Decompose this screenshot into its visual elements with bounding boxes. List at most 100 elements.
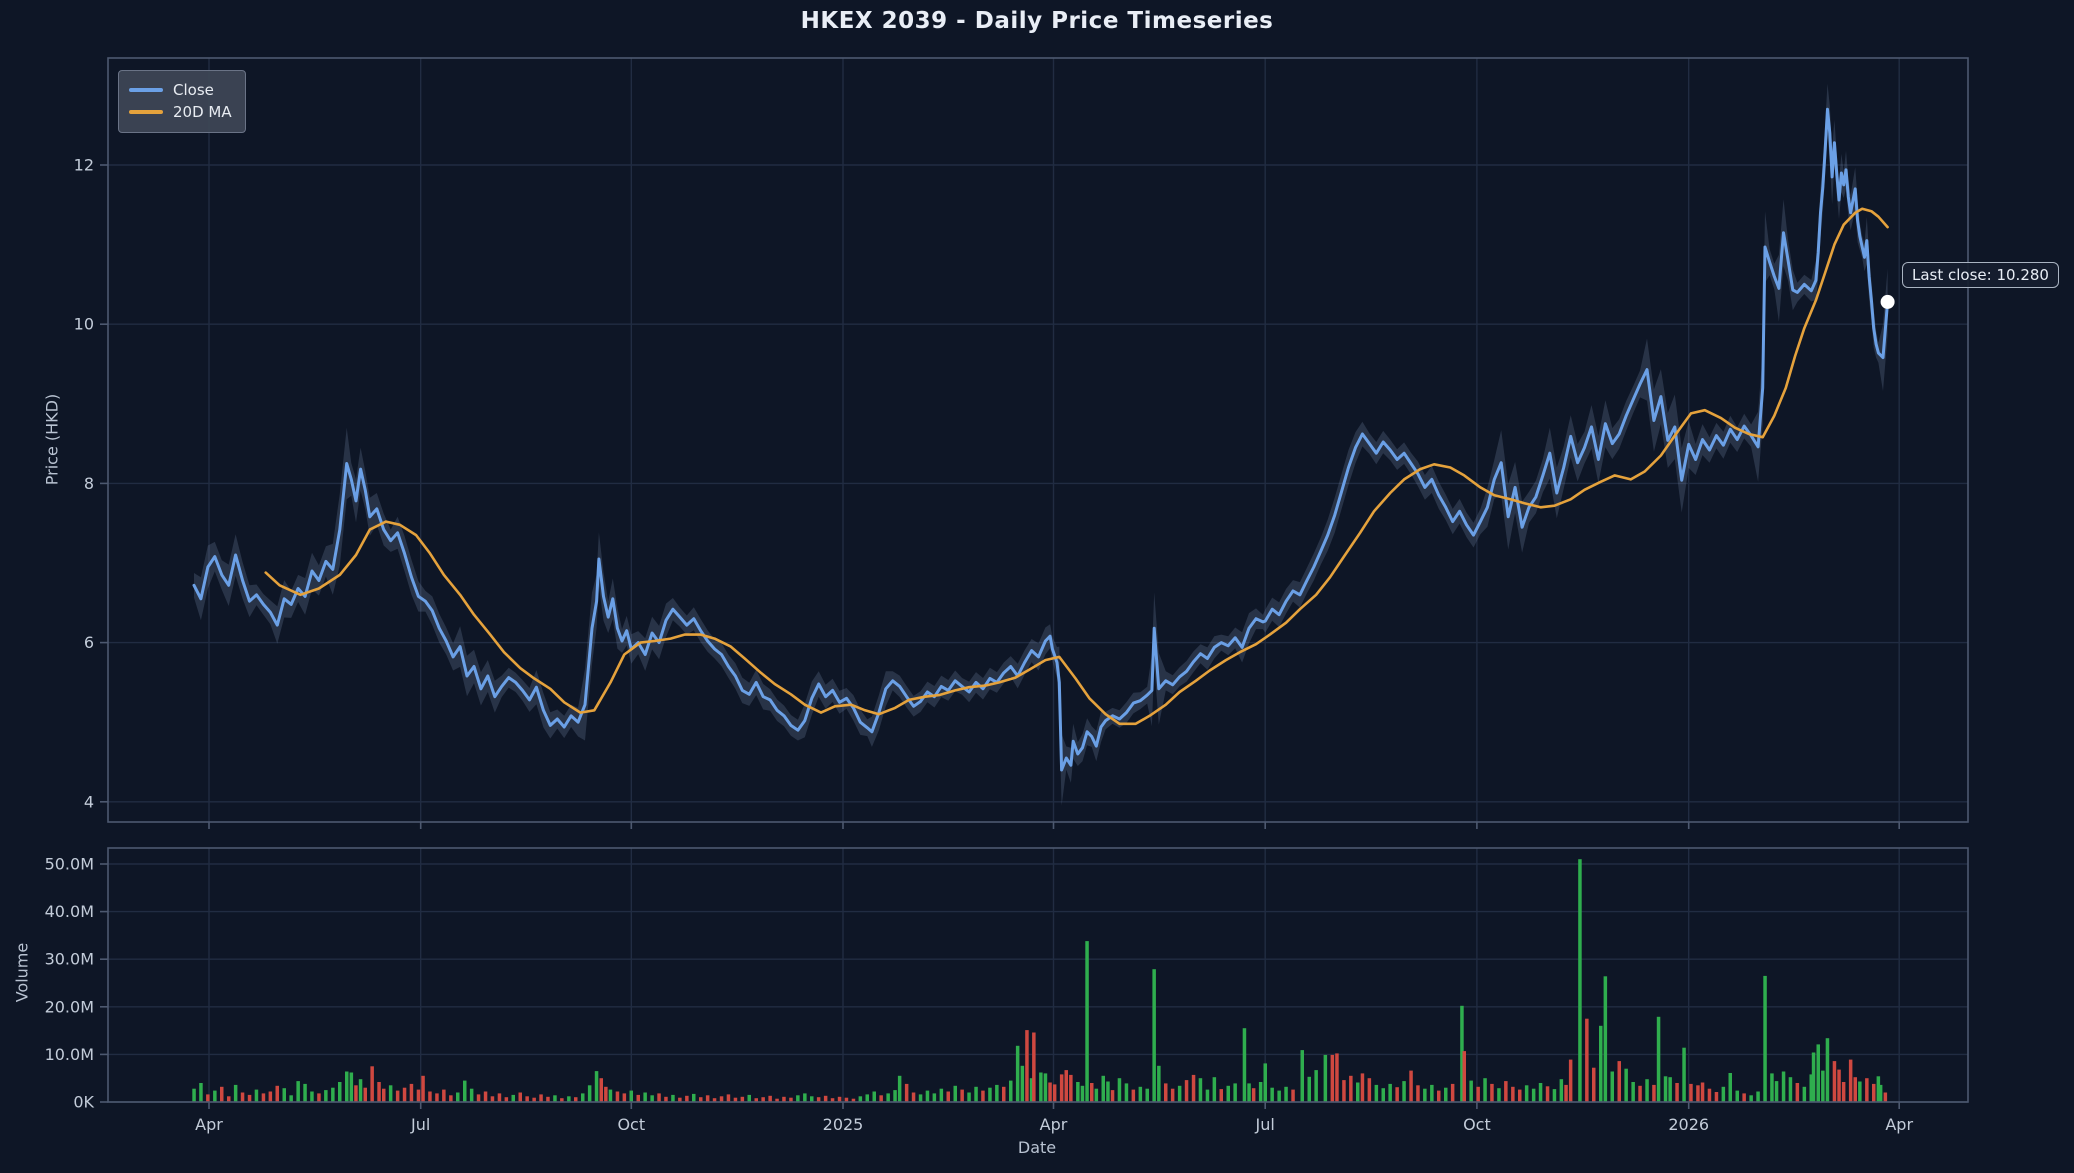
volume-bar	[587, 1085, 592, 1102]
volume-bar	[1117, 1078, 1122, 1102]
volume-bar	[974, 1086, 978, 1102]
volume-bar	[1416, 1085, 1420, 1102]
volume-bar	[289, 1095, 293, 1102]
volume-bar	[967, 1092, 971, 1102]
volume-bar	[1048, 1082, 1052, 1102]
volume-bar	[823, 1095, 828, 1102]
volume-bar	[886, 1093, 890, 1102]
volume-bar	[897, 1075, 902, 1102]
volume-bar	[1069, 1074, 1073, 1102]
volume-bar	[1483, 1078, 1487, 1102]
volume-bar	[310, 1091, 314, 1102]
volume-bar	[622, 1093, 627, 1102]
volume-bar	[699, 1097, 703, 1102]
volume-bar	[858, 1096, 863, 1102]
volume-bar	[789, 1097, 793, 1102]
volume-bar	[1242, 1028, 1247, 1102]
volume-bar	[1624, 1068, 1628, 1102]
volume-bar	[1714, 1092, 1719, 1102]
volume-bar	[553, 1095, 557, 1102]
volume-bar	[608, 1089, 613, 1102]
volume-bar	[402, 1087, 407, 1102]
volume-axis-label: Volume	[12, 942, 32, 1003]
volume-bar	[1157, 1065, 1161, 1102]
volume-bar	[1251, 1088, 1256, 1102]
volume-bar	[303, 1083, 307, 1102]
volume-bar	[1314, 1070, 1318, 1102]
volume-bar	[388, 1085, 393, 1102]
volume-bar	[1599, 1025, 1603, 1102]
volume-bar	[518, 1092, 522, 1102]
volume-bar	[1663, 1076, 1668, 1102]
volume-bar	[657, 1093, 661, 1102]
volume-bar	[705, 1095, 710, 1102]
volume-bar	[421, 1075, 425, 1102]
volume-bar	[1212, 1077, 1217, 1102]
x-tick-label: 2026	[1668, 1115, 1709, 1134]
volume-bar	[599, 1078, 603, 1102]
volume-bar	[1841, 1082, 1846, 1102]
volume-bar	[1462, 1051, 1466, 1102]
volume-bar	[733, 1097, 738, 1102]
volume-bar	[1450, 1083, 1455, 1102]
volume-bar	[227, 1096, 231, 1102]
volume-bar	[747, 1094, 751, 1102]
volume-bar	[1177, 1085, 1182, 1102]
volume-bar	[615, 1091, 620, 1102]
volume-bar	[1184, 1080, 1189, 1102]
close-line	[192, 107, 1890, 772]
volume-bar	[604, 1086, 608, 1102]
volume-bar	[932, 1093, 937, 1102]
volume-bar	[1858, 1081, 1862, 1102]
volume-bar	[497, 1093, 502, 1102]
volume-bar	[1774, 1081, 1779, 1102]
volume-bar	[1876, 1076, 1881, 1102]
price-panel-border	[107, 57, 1969, 823]
volume-bar	[988, 1087, 992, 1102]
volume-bar	[1645, 1079, 1649, 1102]
legend[interactable]: Close 20D MA	[118, 70, 246, 133]
volume-bar	[1032, 1032, 1036, 1102]
volume-bar	[1009, 1080, 1013, 1102]
volume-bar	[1219, 1089, 1223, 1102]
volume-bar	[1853, 1077, 1857, 1102]
volume-bar	[1795, 1083, 1800, 1102]
volume-bar	[1689, 1083, 1693, 1102]
ma-line-swatch-icon	[129, 110, 163, 114]
volume-bar	[1816, 1044, 1820, 1102]
volume-bar	[363, 1087, 367, 1102]
volume-bar	[268, 1091, 273, 1102]
x-axis-label: Date	[1017, 1138, 1057, 1157]
volume-bar	[911, 1092, 916, 1102]
volume-bar	[1749, 1095, 1753, 1102]
price-tick-label: 4	[84, 792, 94, 811]
volume-bar	[1437, 1090, 1441, 1102]
volume-bar	[247, 1094, 252, 1102]
volume-bar	[358, 1079, 363, 1102]
volume-bar	[1809, 1074, 1813, 1102]
volume-bar	[1490, 1083, 1494, 1102]
volume-bar	[1164, 1083, 1168, 1102]
volume-bar	[1374, 1084, 1379, 1102]
volume-bar	[395, 1090, 400, 1102]
volume-bar	[1145, 1088, 1149, 1102]
volume-bar	[1409, 1070, 1413, 1102]
volume-bar	[1191, 1074, 1196, 1102]
volume-bar	[1872, 1083, 1876, 1102]
volume-bar	[1284, 1086, 1288, 1102]
volume-bar	[671, 1094, 675, 1102]
volume-bar	[1064, 1070, 1068, 1102]
last-close-tooltip: Last close: 10.280	[1902, 262, 2059, 288]
volume-bar	[816, 1097, 821, 1102]
volume-bar	[1388, 1083, 1392, 1102]
volume-bar	[1832, 1061, 1837, 1102]
volume-bar	[1848, 1059, 1853, 1102]
volume-bar	[1559, 1079, 1564, 1102]
volume-bar	[879, 1095, 883, 1102]
volume-bar	[331, 1087, 335, 1102]
volume-bar	[1603, 976, 1608, 1102]
volume-bar	[981, 1090, 985, 1102]
volume-bar	[1578, 859, 1582, 1102]
volume-bar	[1043, 1073, 1048, 1102]
